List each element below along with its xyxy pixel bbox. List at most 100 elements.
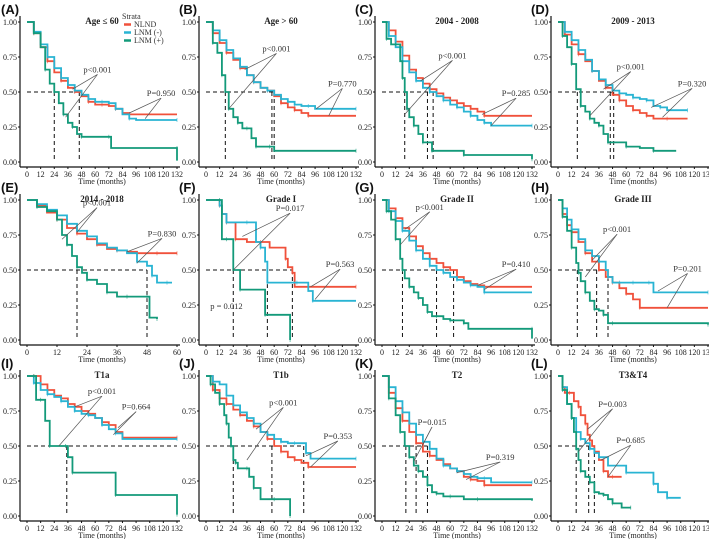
annotation-pointer bbox=[399, 211, 430, 246]
p-value-annotation: p<0.001 bbox=[269, 397, 297, 407]
x-tick-label: 24 bbox=[581, 348, 589, 357]
x-tick-label: 24 bbox=[50, 524, 58, 533]
km-curve-lnmneg bbox=[27, 21, 177, 121]
y-tick-label: 0.25 bbox=[534, 123, 548, 132]
x-tick-label: 120 bbox=[688, 524, 700, 533]
x-tick-label: 96 bbox=[487, 524, 495, 533]
y-tick-label: 0.00 bbox=[358, 158, 372, 167]
annotation-pointer bbox=[481, 97, 517, 115]
y-tick-label: 1.00 bbox=[182, 18, 196, 27]
x-tick-label: 60 bbox=[91, 170, 99, 179]
p-value-annotation: P=0.201 bbox=[673, 263, 702, 273]
panel-letter: (A) bbox=[1, 2, 19, 17]
x-tick-label: 72 bbox=[105, 170, 113, 179]
y-tick-label: 0.75 bbox=[358, 407, 372, 416]
y-tick-label: 0.75 bbox=[182, 407, 196, 416]
legend-entry: LNM (-) bbox=[134, 28, 162, 37]
annotation-pointer bbox=[233, 212, 291, 271]
x-tick-label: 36 bbox=[243, 524, 251, 533]
y-tick-label: 0.50 bbox=[182, 266, 196, 275]
y-tick-label: 0.50 bbox=[182, 88, 196, 97]
y-tick-label: 0.75 bbox=[534, 407, 548, 416]
x-tick-label: 12 bbox=[53, 348, 61, 357]
annotation-pointer bbox=[404, 60, 453, 115]
x-tick-label: 120 bbox=[336, 348, 348, 357]
km-panel-c: (C) 2004 - 2008 0.00 0.25 0.50 0.75 1.00 0 12 24 3… bbox=[355, 2, 538, 186]
y-tick-label: 0.25 bbox=[358, 301, 372, 310]
x-tick-label: 48 bbox=[433, 524, 441, 533]
annotation-pointer bbox=[328, 88, 343, 116]
p-value-annotation: p<0.001 bbox=[88, 386, 116, 396]
km-curve-lnmpos bbox=[206, 375, 291, 516]
km-panel-b: (B) Age > 60 0.00 0.25 0.50 0.75 1.00 0 12 24 36 48… bbox=[179, 2, 362, 186]
x-tick-label: 48 bbox=[257, 348, 265, 357]
p-value-annotation: p<0.001 bbox=[416, 202, 444, 212]
x-tick-label: 60 bbox=[270, 524, 278, 533]
x-tick-label: 72 bbox=[460, 170, 468, 179]
km-panel-k: (K) T2 0.00 0.25 0.50 0.75 1.00 0 12 24 36 48 60 72 84… bbox=[355, 356, 538, 539]
y-tick-label: 1.00 bbox=[3, 196, 17, 205]
panel-title: T2 bbox=[452, 370, 463, 380]
x-tick-label: 60 bbox=[446, 524, 454, 533]
annotation-pointer bbox=[76, 207, 98, 233]
y-tick-label: 0.75 bbox=[182, 231, 196, 240]
panel-letter: (E) bbox=[1, 180, 18, 195]
km-curve-lnmneg bbox=[27, 375, 177, 440]
annotation-pointer bbox=[477, 268, 517, 286]
y-tick-label: 0.00 bbox=[358, 512, 372, 521]
x-tick-label: 108 bbox=[323, 170, 335, 179]
y-tick-label: 1.00 bbox=[358, 372, 372, 381]
y-tick-label: 0.50 bbox=[3, 266, 17, 275]
x-tick-label: 36 bbox=[595, 170, 603, 179]
p-value-annotation: P=0.830 bbox=[148, 228, 177, 238]
panel-letter: (G) bbox=[355, 180, 374, 195]
x-tick-label: 84 bbox=[473, 524, 481, 533]
x-tick-label: 24 bbox=[405, 524, 413, 533]
y-tick-label: 0.00 bbox=[358, 336, 372, 345]
annotation-pointer bbox=[126, 238, 163, 253]
y-tick-label: 0.00 bbox=[3, 158, 17, 167]
x-tick-label: 0 bbox=[204, 348, 208, 357]
y-tick-label: 1.00 bbox=[182, 372, 196, 381]
km-panel-e: (E) 2014 - 2018 0.00 0.25 0.50 0.75 1.00 0 12 24 3… bbox=[1, 180, 181, 364]
panel-letter: (D) bbox=[531, 2, 549, 17]
km-curve-lnmpos bbox=[206, 21, 356, 152]
y-tick-label: 1.00 bbox=[534, 196, 548, 205]
x-tick-label: 108 bbox=[499, 170, 511, 179]
p-value-annotation: P=0.353 bbox=[323, 431, 352, 441]
annotation-pointer bbox=[246, 407, 284, 461]
x-tick-label: 0 bbox=[556, 524, 560, 533]
panel-letter: (C) bbox=[355, 2, 373, 17]
p-value-annotation: p<0.001 bbox=[83, 64, 111, 74]
x-tick-label: 24 bbox=[581, 170, 589, 179]
y-tick-label: 0.00 bbox=[182, 512, 196, 521]
y-tick-label: 0.00 bbox=[3, 512, 17, 521]
y-tick-label: 0.00 bbox=[534, 512, 548, 521]
y-tick-label: 0.50 bbox=[534, 442, 548, 451]
km-panel-l: (L) T3&T4 0.00 0.25 0.50 0.75 1.00 0 12 24 36 48 60 7… bbox=[531, 356, 709, 539]
x-tick-label: 60 bbox=[173, 348, 181, 357]
y-tick-label: 0.50 bbox=[358, 88, 372, 97]
annotation-pointer bbox=[305, 440, 338, 457]
x-tick-label: 48 bbox=[609, 524, 617, 533]
x-tick-label: 120 bbox=[688, 170, 700, 179]
x-tick-label: 0 bbox=[204, 524, 208, 533]
x-tick-label: 132 bbox=[526, 348, 538, 357]
km-panel-g: (G) Grade II 0.00 0.25 0.50 0.75 1.00 0 12 24 36 48… bbox=[355, 180, 538, 364]
y-tick-label: 1.00 bbox=[358, 18, 372, 27]
annotation-pointer bbox=[316, 88, 343, 110]
x-tick-label: 60 bbox=[622, 524, 630, 533]
p-value-annotation: P=0.563 bbox=[326, 259, 355, 269]
annotation-pointer bbox=[413, 426, 433, 462]
annotation-pointer bbox=[65, 74, 98, 118]
annotation-pointer bbox=[144, 97, 162, 119]
y-tick-label: 0.75 bbox=[358, 53, 372, 62]
p-value-annotation: P=0.003 bbox=[598, 399, 627, 409]
x-tick-label: 96 bbox=[132, 170, 140, 179]
x-tick-label: 12 bbox=[392, 348, 400, 357]
panel-title: 2014 - 2018 bbox=[80, 194, 124, 204]
y-tick-label: 0.25 bbox=[534, 477, 548, 486]
x-tick-label: 96 bbox=[311, 348, 319, 357]
km-curve-nlnd bbox=[27, 199, 177, 255]
km-curve-lnmneg bbox=[382, 375, 532, 484]
